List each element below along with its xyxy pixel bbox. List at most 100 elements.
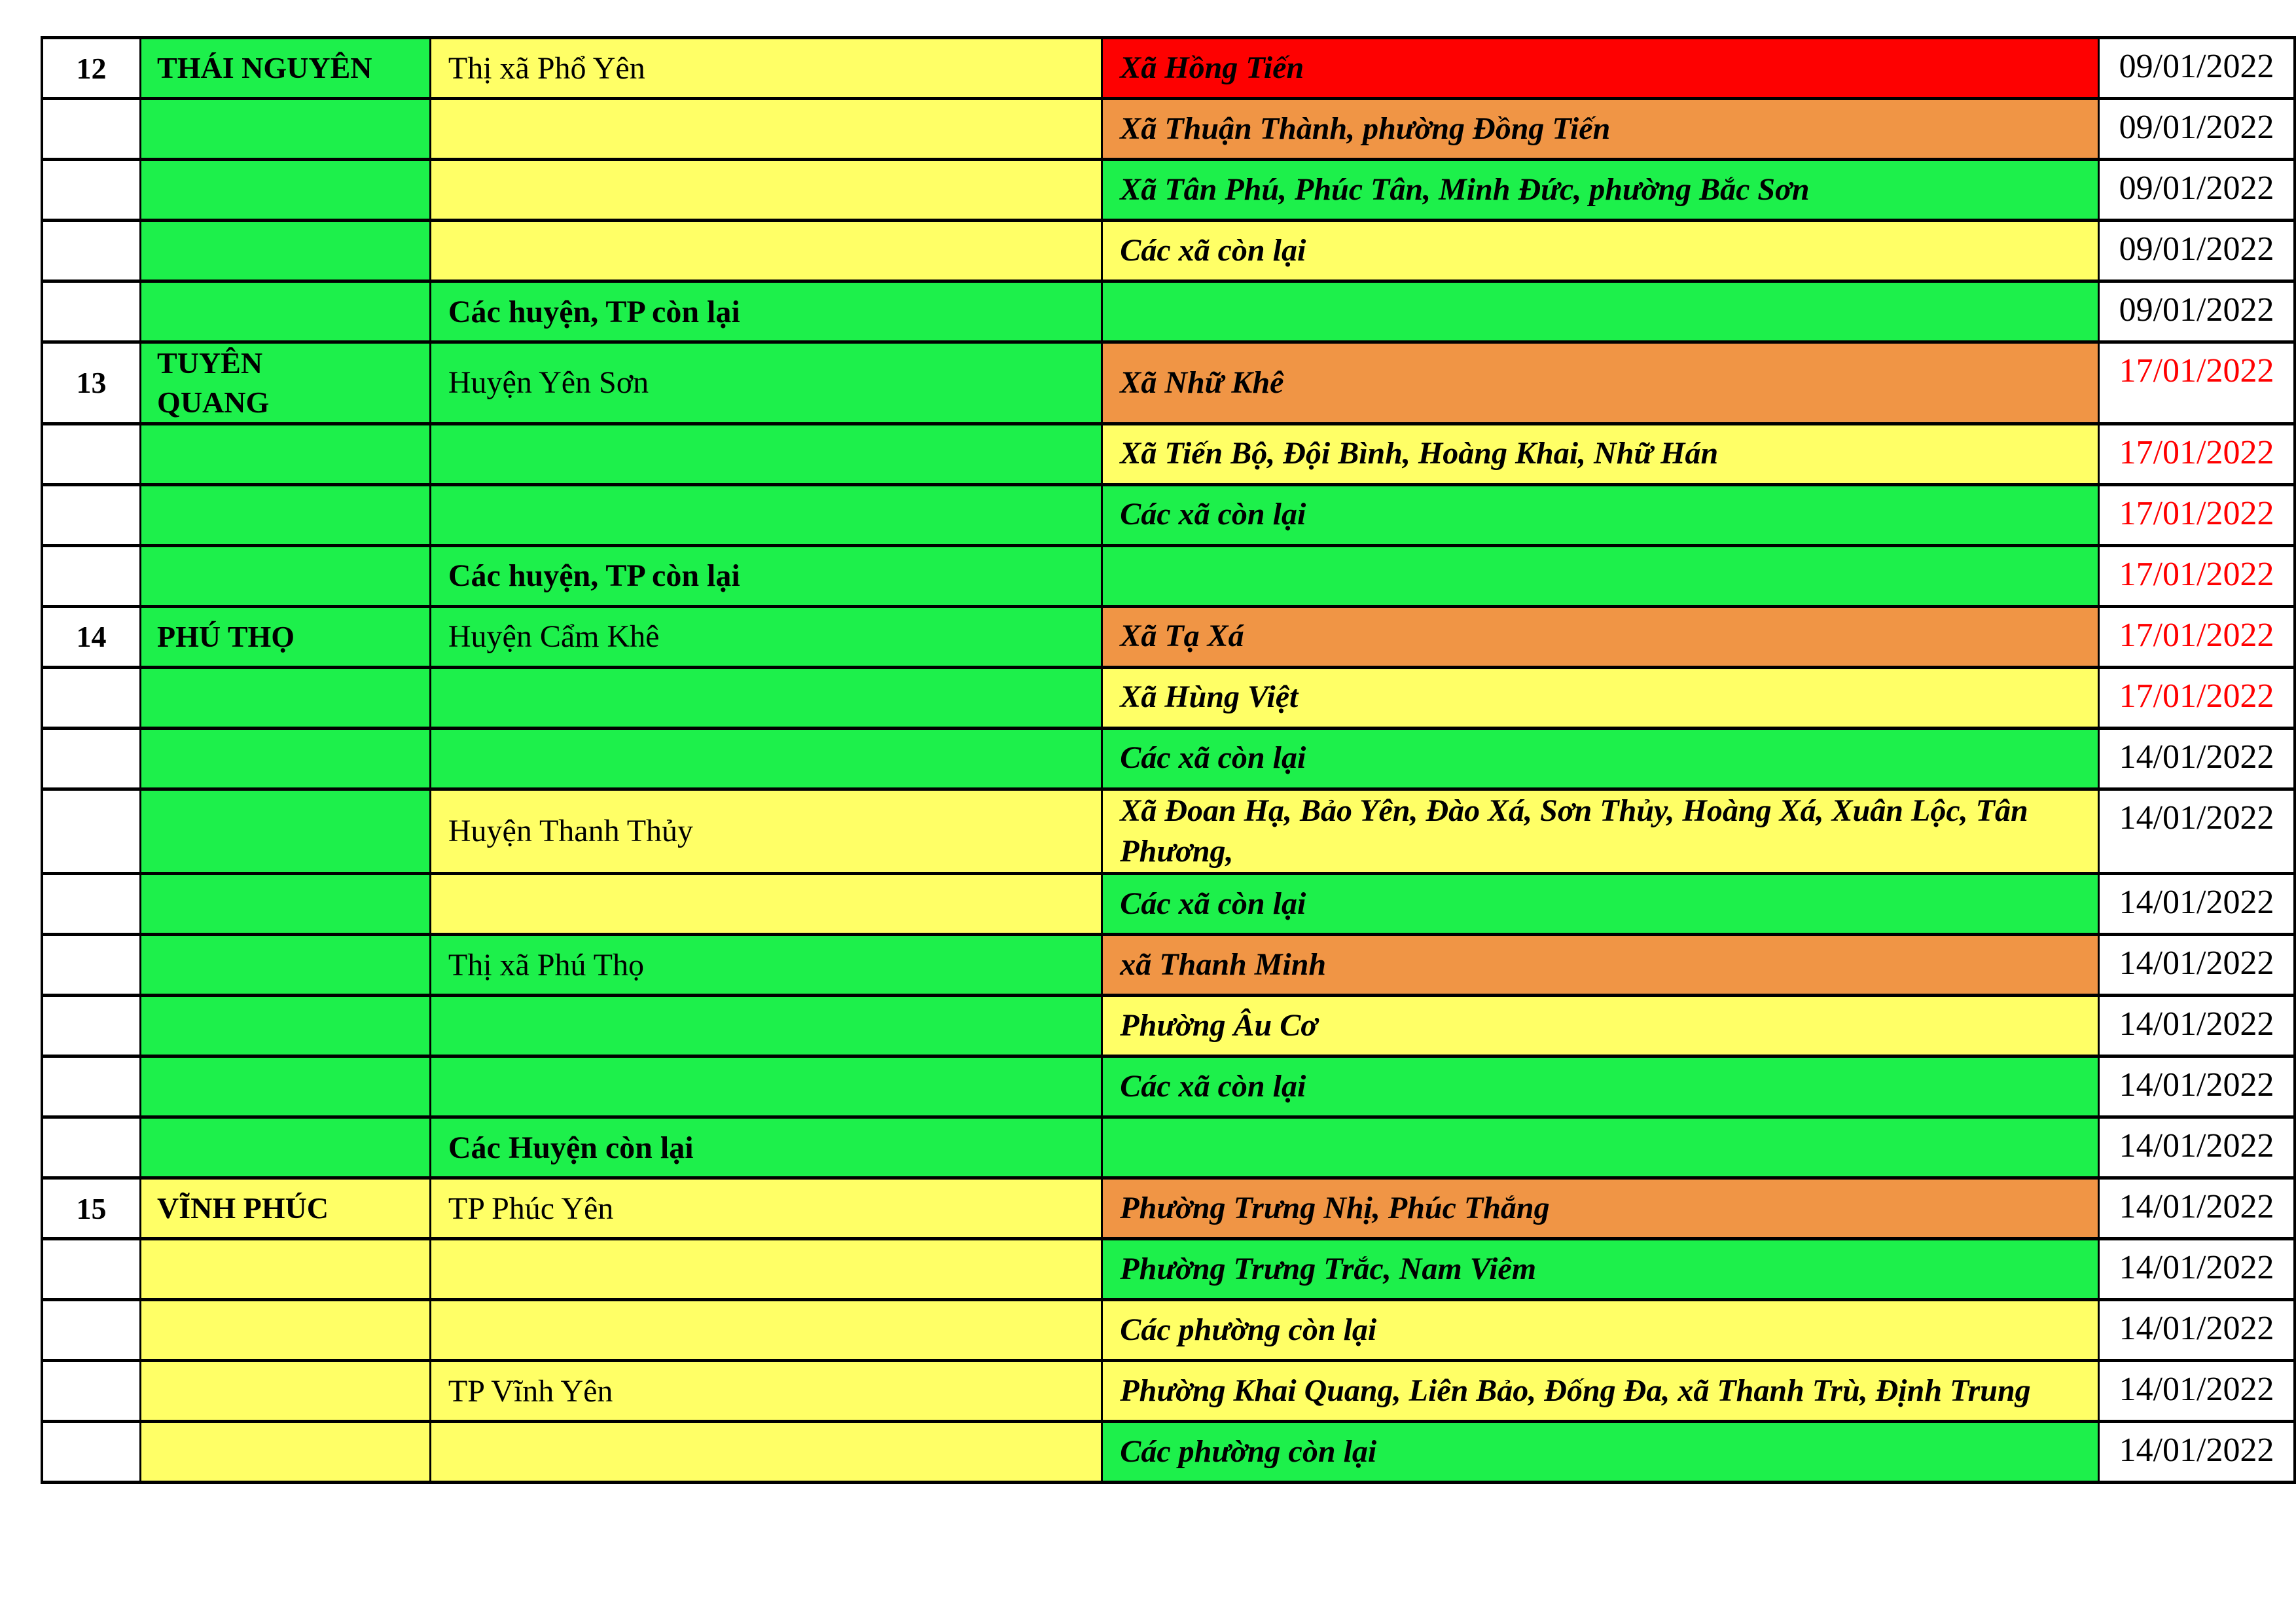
row-number-cell: 12 xyxy=(41,36,142,100)
table-row: Các phường còn lại 14/01/2022 xyxy=(41,1420,2296,1485)
district-cell xyxy=(429,1055,1103,1119)
table-row: Huyện Thanh Thủy Xã Đoan Hạ, Bảo Yên, Đào… xyxy=(41,787,2296,876)
province-cell xyxy=(139,1115,431,1180)
row-number-cell xyxy=(41,1237,142,1302)
row-number-cell xyxy=(41,158,142,222)
district-cell: Thị xã Phổ Yên xyxy=(429,36,1103,100)
table-row: TP Vĩnh Yên Phường Khai Quang, Liên Bảo, … xyxy=(41,1359,2296,1424)
row-number-cell xyxy=(41,872,142,937)
table-row: Các xã còn lại 14/01/2022 xyxy=(41,726,2296,791)
district-cell: Huyện Thanh Thủy xyxy=(429,787,1103,876)
row-number-cell xyxy=(41,1359,142,1424)
province-cell xyxy=(139,1055,431,1119)
district-cell xyxy=(429,97,1103,161)
province-cell xyxy=(139,97,431,161)
row-number-cell xyxy=(41,994,142,1058)
province-cell xyxy=(139,1420,431,1485)
communes-cell: Các xã còn lại xyxy=(1101,726,2100,791)
district-cell: TP Phúc Yên xyxy=(429,1176,1103,1241)
table-row: Xã Thuận Thành, phường Đồng Tiến 09/01/20… xyxy=(41,97,2296,161)
row-number-cell xyxy=(41,482,142,547)
date-cell: 09/01/2022 xyxy=(2098,36,2296,100)
table-row: Thị xã Phú Thọ xã Thanh Minh 14/01/2022 xyxy=(41,933,2296,998)
date-cell: 14/01/2022 xyxy=(2098,1359,2296,1424)
communes-cell: Phường Khai Quang, Liên Bảo, Đống Đa, xã… xyxy=(1101,1359,2100,1424)
communes-cell: Phường Trưng Trắc, Nam Viêm xyxy=(1101,1237,2100,1302)
district-cell xyxy=(429,872,1103,937)
row-number-cell xyxy=(41,422,142,486)
table-row: 15 VĨNH PHÚC TP Phúc Yên Phường Trưng Nhị, … xyxy=(41,1176,2296,1241)
row-number-cell xyxy=(41,543,142,608)
date-cell: 14/01/2022 xyxy=(2098,1055,2296,1119)
date-cell: 14/01/2022 xyxy=(2098,726,2296,791)
table-row: Các phường còn lại 14/01/2022 xyxy=(41,1298,2296,1363)
table-row: 13 TUYÊN QUANG Huyện Yên Sơn Xã Nhữ Khê 17/0… xyxy=(41,340,2296,425)
communes-cell: Xã Tân Phú, Phúc Tân, Minh Đức, phường B… xyxy=(1101,158,2100,222)
date-cell: 14/01/2022 xyxy=(2098,1237,2296,1302)
date-cell: 17/01/2022 xyxy=(2098,482,2296,547)
communes-cell: Các xã còn lại xyxy=(1101,1055,2100,1119)
table-row: Xã Hùng Việt 17/01/2022 xyxy=(41,665,2296,730)
date-cell: 17/01/2022 xyxy=(2098,422,2296,486)
table-row: Các huyện, TP còn lại 17/01/2022 xyxy=(41,543,2296,608)
table-row: Các xã còn lại 14/01/2022 xyxy=(41,1055,2296,1119)
district-cell: Huyện Cẩm Khê xyxy=(429,604,1103,669)
district-cell: Các Huyện còn lại xyxy=(429,1115,1103,1180)
district-cell: Các huyện, TP còn lại xyxy=(429,543,1103,608)
row-number-cell xyxy=(41,933,142,998)
row-number-cell: 15 xyxy=(41,1176,142,1241)
table-row: Các Huyện còn lại 14/01/2022 xyxy=(41,1115,2296,1180)
table-row: 12 THÁI NGUYÊN Thị xã Phổ Yên Xã Hồng Tiến 0… xyxy=(41,36,2296,100)
table-row: Các xã còn lại 09/01/2022 xyxy=(41,219,2296,283)
province-cell xyxy=(139,726,431,791)
communes-cell: Các xã còn lại xyxy=(1101,219,2100,283)
date-cell: 09/01/2022 xyxy=(2098,219,2296,283)
row-number-cell xyxy=(41,726,142,791)
district-cell xyxy=(429,1298,1103,1363)
province-cell xyxy=(139,219,431,283)
row-number-cell xyxy=(41,1115,142,1180)
communes-cell: Xã Nhữ Khê xyxy=(1101,340,2100,425)
province-cell: PHÚ THỌ xyxy=(139,604,431,669)
table-row: Các huyện, TP còn lại 09/01/2022 xyxy=(41,280,2296,344)
row-number-cell xyxy=(41,1420,142,1485)
date-cell: 14/01/2022 xyxy=(2098,1420,2296,1485)
communes-cell xyxy=(1101,280,2100,344)
province-cell xyxy=(139,280,431,344)
district-cell xyxy=(429,219,1103,283)
table-row: Xã Tân Phú, Phúc Tân, Minh Đức, phường B… xyxy=(41,158,2296,222)
province-cell xyxy=(139,1237,431,1302)
district-cell: Huyện Yên Sơn xyxy=(429,340,1103,425)
table-row: Các xã còn lại 14/01/2022 xyxy=(41,872,2296,937)
communes-cell: Xã Tạ Xá xyxy=(1101,604,2100,669)
risk-table-body: 12 THÁI NGUYÊN Thị xã Phổ Yên Xã Hồng Tiến 0… xyxy=(41,36,2296,1485)
date-cell: 14/01/2022 xyxy=(2098,1298,2296,1363)
date-cell: 14/01/2022 xyxy=(2098,1176,2296,1241)
communes-cell: Xã Hồng Tiến xyxy=(1101,36,2100,100)
row-number-cell: 13 xyxy=(41,340,142,425)
district-cell xyxy=(429,665,1103,730)
communes-cell: Các phường còn lại xyxy=(1101,1298,2100,1363)
table-row: Phường Trưng Trắc, Nam Viêm 14/01/2022 xyxy=(41,1237,2296,1302)
communes-cell xyxy=(1101,1115,2100,1180)
row-number-cell xyxy=(41,1055,142,1119)
row-number-cell xyxy=(41,280,142,344)
communes-cell: Các xã còn lại xyxy=(1101,872,2100,937)
province-cell: TUYÊN QUANG xyxy=(139,340,431,425)
row-number-cell xyxy=(41,787,142,876)
province-cell xyxy=(139,1359,431,1424)
communes-cell: Các phường còn lại xyxy=(1101,1420,2100,1485)
communes-cell: Xã Thuận Thành, phường Đồng Tiến xyxy=(1101,97,2100,161)
date-cell: 09/01/2022 xyxy=(2098,280,2296,344)
province-cell xyxy=(139,543,431,608)
communes-cell: Xã Đoan Hạ, Bảo Yên, Đào Xá, Sơn Thủy, H… xyxy=(1101,787,2100,876)
province-cell: VĨNH PHÚC xyxy=(139,1176,431,1241)
table-row: Các xã còn lại 17/01/2022 xyxy=(41,482,2296,547)
date-cell: 14/01/2022 xyxy=(2098,872,2296,937)
communes-cell: Xã Hùng Việt xyxy=(1101,665,2100,730)
date-cell: 09/01/2022 xyxy=(2098,158,2296,222)
district-cell: TP Vĩnh Yên xyxy=(429,1359,1103,1424)
date-cell: 17/01/2022 xyxy=(2098,665,2296,730)
communes-cell xyxy=(1101,543,2100,608)
risk-table-container: 12 THÁI NGUYÊN Thị xã Phổ Yên Xã Hồng Tiến 0… xyxy=(41,36,2296,1485)
